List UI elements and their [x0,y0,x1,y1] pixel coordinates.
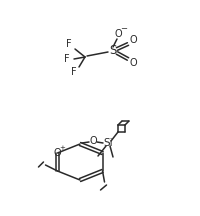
Text: O: O [53,148,61,158]
Text: Si: Si [103,138,112,148]
Text: O: O [89,136,96,146]
Text: O: O [114,29,121,39]
Text: F: F [71,67,76,77]
Text: F: F [64,54,69,64]
Text: −: − [120,24,127,33]
Text: S: S [109,44,116,57]
Text: O: O [129,58,136,68]
Text: O: O [129,35,136,45]
Text: F: F [66,39,71,49]
Text: +: + [59,145,65,151]
